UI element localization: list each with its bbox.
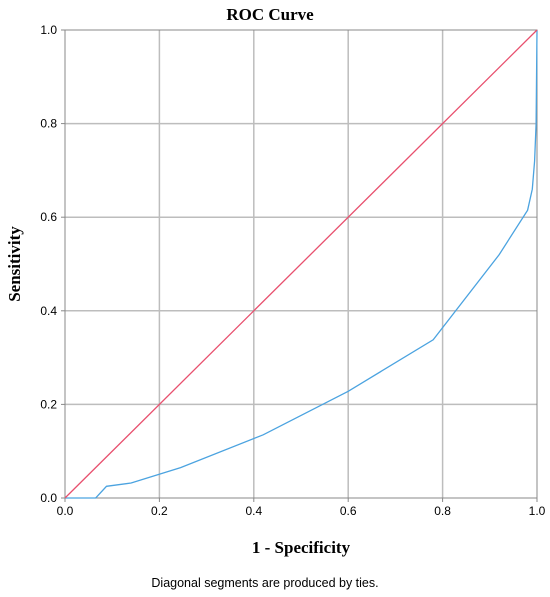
x-tick-label: 0.8 [434, 504, 451, 518]
footnote: Diagonal segments are produced by ties. [151, 576, 378, 590]
series-layer [64, 29, 538, 499]
x-axis-label: 1 - Specificity [252, 538, 351, 557]
y-axis-label: Sensitivity [5, 226, 24, 302]
grid-layer [65, 30, 537, 498]
chart-title: ROC Curve [226, 5, 314, 24]
reference-diagonal-line [64, 29, 538, 499]
x-tick-label: 0.2 [151, 504, 168, 518]
x-tick-label: 0.4 [245, 504, 262, 518]
ticks-layer: 0.0 0.2 0.4 0.6 0.8 1.0 0.0 0.2 0.4 0.6 0.8 1.0 [40, 23, 545, 518]
plot-frame [64, 29, 538, 499]
y-tick-label: 0.8 [40, 117, 57, 131]
y-tick-label: 1.0 [40, 23, 57, 37]
roc-curve-line [65, 29, 538, 499]
y-tick-label: 0.0 [40, 491, 57, 505]
y-tick-label: 0.4 [40, 304, 57, 318]
y-tick-label: 0.6 [40, 210, 57, 224]
x-tick-label: 1.0 [529, 504, 546, 518]
x-tick-label: 0.0 [57, 504, 74, 518]
y-tick-label: 0.2 [40, 397, 57, 411]
x-tick-label: 0.6 [340, 504, 357, 518]
